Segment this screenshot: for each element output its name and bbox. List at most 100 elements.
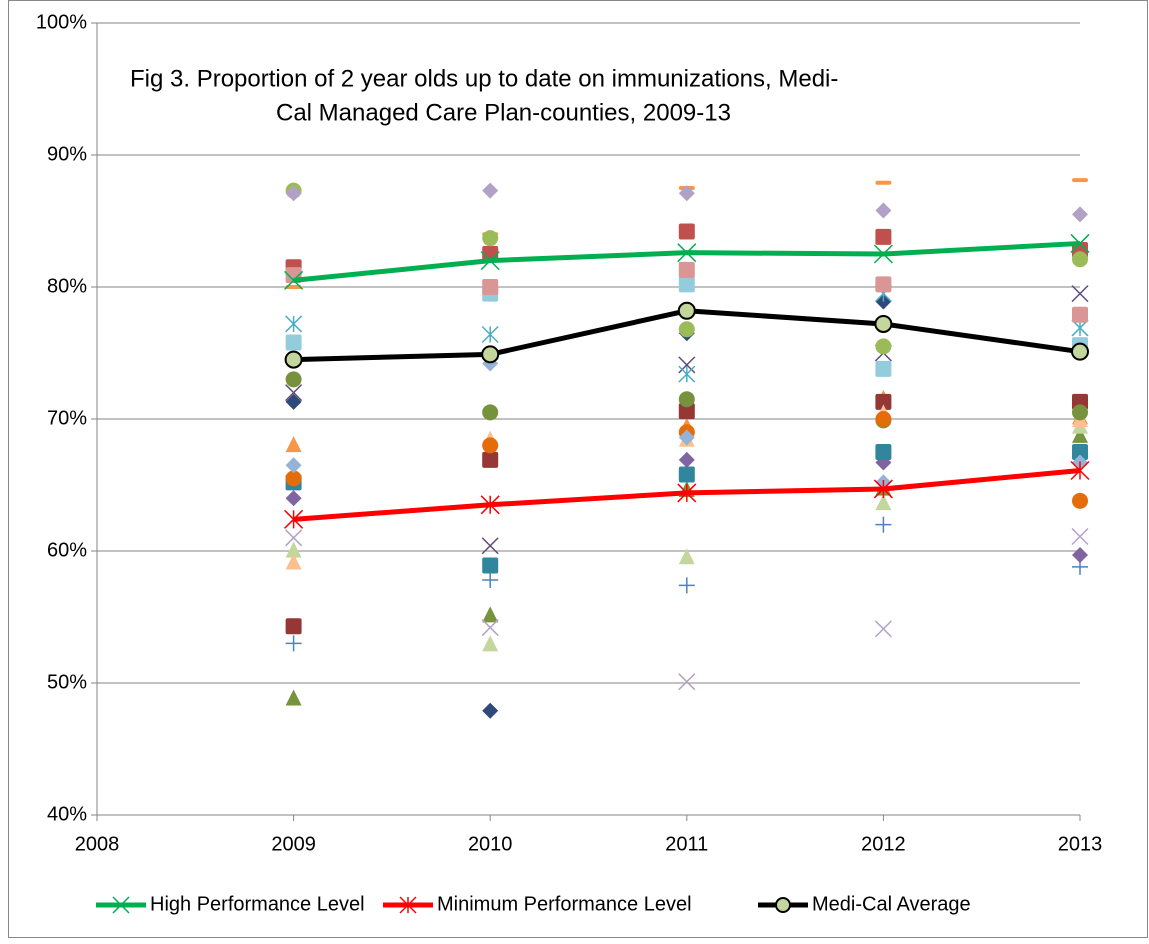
- marker-star: [1070, 460, 1090, 481]
- x-tick-label: 2009: [271, 833, 316, 855]
- marker-x: [481, 537, 499, 555]
- marker-triangle: [482, 606, 499, 623]
- marker-x: [480, 251, 500, 271]
- marker-circle: [1072, 492, 1088, 509]
- marker-circle: [677, 301, 696, 320]
- marker-circle: [482, 437, 499, 454]
- marker-x: [873, 244, 893, 264]
- marker-x: [481, 619, 499, 637]
- marker-circle: [285, 470, 302, 487]
- marker-circle: [285, 371, 302, 388]
- y-tick-label: 60%: [47, 539, 87, 561]
- marker-star: [873, 479, 893, 499]
- marker-diamond: [482, 702, 499, 719]
- marker-square: [678, 466, 695, 483]
- y-tick-label: 80%: [47, 275, 87, 297]
- marker-triangle: [1072, 426, 1088, 443]
- marker-triangle: [482, 635, 499, 652]
- marker-star: [480, 495, 500, 515]
- marker-x: [678, 356, 696, 374]
- marker-circle: [875, 411, 892, 427]
- marker-circle: [678, 321, 695, 338]
- marker-square: [875, 360, 892, 377]
- x-tick-label: 2012: [861, 833, 906, 855]
- marker-triangle: [678, 548, 695, 565]
- marker-circle: [1071, 342, 1089, 361]
- marker-diamond: [875, 202, 892, 219]
- marker-square: [875, 228, 892, 245]
- marker-diamond: [678, 185, 695, 202]
- marker-star: [481, 325, 499, 344]
- marker-square: [285, 618, 302, 635]
- marker-square: [482, 557, 499, 574]
- marker-diamond: [285, 185, 302, 202]
- marker-diamond: [678, 429, 695, 446]
- x-tick-label: 2013: [1058, 833, 1103, 855]
- marker-square: [285, 334, 302, 351]
- marker-circle: [284, 350, 303, 369]
- marker-circle: [481, 345, 500, 364]
- title-box: [130, 60, 890, 130]
- legend-label: High Performance Level: [150, 893, 365, 915]
- marker-square: [1072, 444, 1088, 460]
- chart-title: Cal Managed Care Plan-counties, 2009-13: [276, 99, 731, 126]
- x-tick-label: 2010: [468, 833, 513, 855]
- marker-square: [678, 261, 695, 278]
- chart-frame: [8, 0, 1148, 938]
- legend-label: Minimum Performance Level: [437, 893, 692, 915]
- marker-triangle: [285, 541, 302, 558]
- marker-dash: [1072, 178, 1088, 183]
- x-tick-label: 2008: [75, 833, 120, 855]
- x-tick-label: 2011: [665, 833, 708, 855]
- marker-star: [285, 315, 303, 333]
- marker-x: [284, 270, 304, 290]
- marker-diamond: [678, 451, 695, 468]
- marker-plus: [875, 516, 892, 533]
- grid: 40% 50% 60% 70% 80% 90% 100% 2008 2009 2010 2011 20…: [36, 11, 1102, 855]
- legend-item: Minimum Performance Level: [383, 893, 692, 915]
- marker-diamond: [285, 457, 302, 474]
- marker-x: [285, 384, 303, 402]
- legend-item: High Performance Level: [96, 893, 365, 915]
- marker-circle: [482, 404, 499, 421]
- marker-diamond: [285, 393, 302, 410]
- marker-square: [875, 393, 892, 410]
- marker-circle: [1072, 251, 1088, 268]
- marker-triangle: [285, 436, 302, 453]
- marker-x: [677, 243, 697, 263]
- marker-diamond: [285, 490, 302, 507]
- y-tick-label: 70%: [47, 407, 87, 429]
- marker-circle: [875, 338, 892, 355]
- marker-square: [678, 276, 695, 293]
- legend-label: Medi-Cal Average: [812, 893, 971, 915]
- legend: High Performance Level Minimum Performanc…: [96, 893, 971, 915]
- marker-circle: [1072, 404, 1088, 421]
- marker-star: [284, 509, 304, 529]
- marker-circle: [775, 897, 791, 913]
- marker-diamond: [1072, 546, 1088, 563]
- y-tick-label: 50%: [47, 671, 87, 693]
- marker-triangle: [875, 494, 892, 511]
- marker-x: [112, 896, 130, 914]
- marker-plus: [678, 577, 695, 594]
- marker-x: [1071, 285, 1089, 303]
- marker-star: [677, 483, 697, 503]
- marker-x: [874, 620, 892, 638]
- marker-x: [1071, 527, 1089, 546]
- marker-square: [678, 223, 695, 240]
- marker-square: [875, 444, 892, 460]
- marker-dash: [285, 285, 302, 289]
- marker-triangle: [285, 553, 302, 570]
- chart-title: Fig 3. Proportion of 2 year olds up to d…: [130, 65, 838, 92]
- marker-square: [678, 403, 695, 420]
- marker-square: [482, 279, 499, 295]
- y-tick-label: 40%: [47, 803, 87, 825]
- marker-x: [678, 673, 696, 691]
- marker-star: [678, 365, 696, 383]
- marker-circle: [482, 230, 499, 247]
- marker-plus: [482, 572, 499, 589]
- marker-dash: [875, 180, 892, 185]
- marker-star: [399, 896, 417, 914]
- marker-diamond: [482, 182, 499, 199]
